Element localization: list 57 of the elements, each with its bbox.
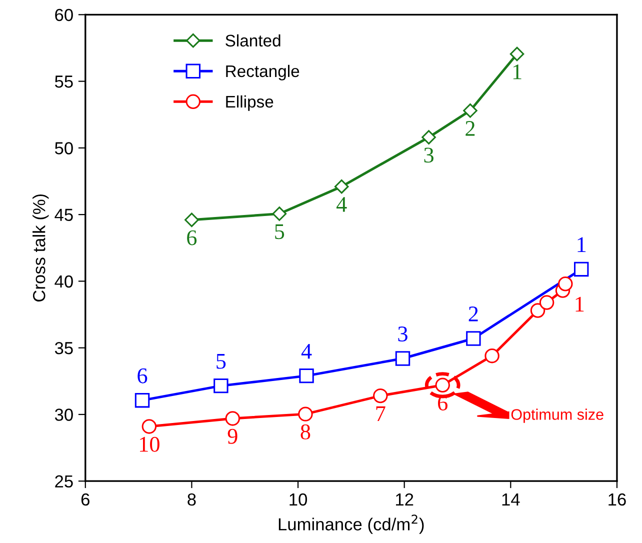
annotation: 3: [424, 148, 434, 163]
annotation: 5: [275, 224, 284, 240]
point: [466, 331, 481, 346]
legend-label: Ellipse: [226, 95, 274, 111]
annotation: 1: [576, 296, 584, 312]
point: [214, 378, 228, 394]
x-tick-label: 16: [608, 493, 626, 506]
point: [539, 295, 554, 310]
annotation: 1: [578, 237, 586, 252]
annotation: 5: [216, 354, 226, 369]
point: [184, 212, 199, 228]
annotation: 8: [300, 424, 310, 440]
point: [484, 348, 500, 364]
annotation: 1: [513, 64, 522, 80]
y-tick-label: 25: [55, 475, 73, 488]
y-tick-label: 60: [55, 8, 73, 22]
y-tick-label: 45: [54, 208, 73, 222]
point: [334, 179, 349, 194]
point: [395, 351, 410, 366]
x-tick-label: 8: [188, 493, 196, 506]
point: [298, 406, 313, 422]
x-tick-label: 12: [396, 493, 414, 506]
point: [373, 388, 388, 404]
x-tick-label: 14: [502, 494, 520, 506]
annotation: 9: [228, 428, 238, 444]
point: [299, 368, 314, 384]
point: [574, 262, 589, 277]
x-axis-title: Luminance (cd/m$^{2}$): [278, 514, 424, 534]
y-tick-label: 40: [54, 275, 73, 288]
point: [558, 276, 573, 292]
point: [225, 411, 240, 426]
y-tick-label: 50: [54, 142, 73, 154]
annotation: 4: [301, 344, 312, 359]
annotation: 7: [376, 406, 386, 421]
point: [510, 46, 524, 62]
x-tick-label: 10: [290, 493, 307, 506]
y-tick-label: 35: [54, 342, 73, 354]
point: [142, 419, 157, 434]
annotation: 6: [138, 368, 148, 384]
annotation: Optimum size: [511, 408, 604, 423]
annotation: 6: [187, 230, 197, 246]
legend-label: Slanted: [226, 34, 280, 47]
annotation: 4: [336, 197, 347, 212]
point: [134, 392, 150, 408]
annotation: 2: [466, 121, 475, 136]
x-tick-label: 6: [81, 493, 90, 506]
point: [530, 303, 546, 318]
annotation: 3: [398, 326, 408, 342]
point: [463, 103, 478, 118]
point: [272, 206, 287, 221]
y-tick-label: 55: [54, 76, 73, 88]
annotation: 10: [140, 436, 160, 452]
y-tick-label: 30: [54, 408, 73, 421]
point: [422, 130, 436, 144]
legend-label: Rectangle: [226, 64, 300, 80]
annotation: 2: [468, 306, 478, 322]
y-axis-title: Cross talk (%): [32, 194, 49, 302]
